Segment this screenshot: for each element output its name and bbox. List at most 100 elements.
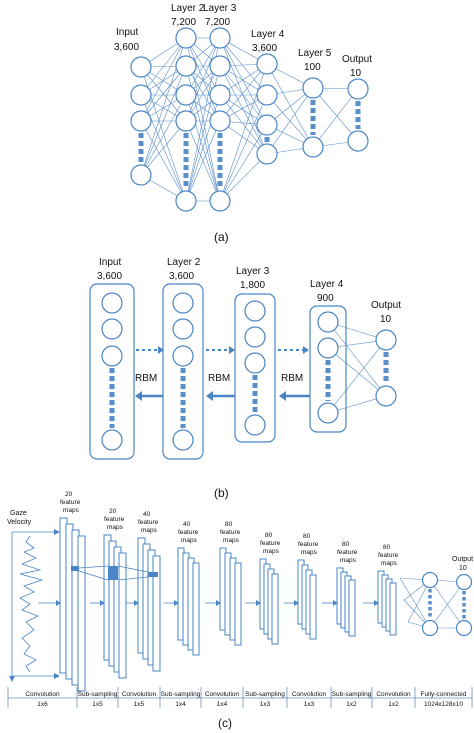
- feature-map-label: maps: [263, 548, 280, 555]
- panel-b-edge: [327, 347, 387, 397]
- feature-map-label: feature: [260, 540, 281, 547]
- panel-b-caption: (b): [214, 486, 229, 500]
- panel-a-edge: [185, 37, 221, 122]
- feature-map: [271, 573, 279, 645]
- panel-b-neuron: [101, 292, 123, 314]
- panel-a-neuron: [175, 84, 197, 106]
- panel-a-edge: [219, 37, 268, 96]
- feature-map-count: 20: [65, 491, 73, 498]
- panel-a-edge: [185, 65, 221, 122]
- panel-a-layer2-name: Layer 2: [171, 3, 205, 14]
- panel-b-edge: [327, 321, 387, 397]
- operation-name: Convolution: [205, 691, 240, 698]
- panel-a-neuron: [209, 84, 231, 106]
- panel-b-layer4-name: Layer 4: [310, 279, 344, 290]
- panel-a-edge: [266, 63, 314, 148]
- panel-a-layer3-name: Layer 3: [203, 3, 237, 14]
- panel-a-edge: [140, 66, 187, 122]
- feature-map-label: maps: [381, 560, 398, 567]
- rbm-label-3: RBM: [281, 373, 303, 384]
- arrowhead-right-icon: [54, 529, 60, 535]
- arrowhead-right-icon: [100, 600, 105, 606]
- panel-a-edge: [140, 37, 187, 96]
- fc-edge: [429, 579, 465, 629]
- operation-kernel-size: 1x3: [304, 701, 315, 708]
- operation-name: Sub-sampling: [332, 691, 372, 698]
- panel-b-neuron: [101, 429, 123, 451]
- feature-map: [192, 562, 200, 656]
- panel-a-edge: [312, 88, 359, 148]
- panel-a-edge: [219, 63, 268, 202]
- panel-b-neuron: [375, 385, 397, 407]
- panel-a-edge: [219, 37, 268, 155]
- feature-map-count: 40: [143, 511, 151, 518]
- operation-name: Sub-sampling: [78, 691, 118, 698]
- panel-b-neuron: [244, 300, 266, 322]
- feature-map: [389, 582, 397, 636]
- panel-b-layer3-name: Layer 3: [236, 266, 270, 277]
- panel-a-edge: [266, 87, 314, 155]
- feature-map-label: feature: [298, 541, 319, 548]
- panel-a-layer5-name: Layer 5: [298, 48, 332, 59]
- fc-neuron: [455, 573, 473, 591]
- feature-map-count: 80: [265, 532, 273, 539]
- panel-b-edge: [327, 339, 387, 414]
- feature-map-count: 20: [109, 508, 117, 515]
- arrowhead-right-icon: [303, 346, 309, 354]
- panel-a-layer2-size: 7,200: [171, 17, 196, 28]
- panel-a-edge: [140, 65, 187, 122]
- panel-a-neuron: [130, 56, 152, 78]
- panel-b-neuron: [375, 329, 397, 351]
- panel-a-neuron: [347, 78, 369, 100]
- panel-a-neuron: [175, 190, 197, 212]
- panel-a-neuron: [175, 55, 197, 77]
- panel-a-neuron: [256, 114, 278, 136]
- projection-line: [117, 565, 149, 573]
- feature-map-count: 80: [383, 544, 391, 551]
- output-label: Output: [452, 556, 473, 563]
- operation-name: Convolution: [25, 691, 60, 698]
- panel-a-edge: [219, 37, 268, 126]
- panel-a-edge: [219, 153, 268, 202]
- panel-a-neuron: [209, 27, 231, 49]
- panel-a-neurons: [130, 27, 369, 212]
- panel-b-layer2-name: Layer 2: [167, 257, 201, 268]
- panel-a-output-size: 10: [350, 68, 362, 79]
- panel-b-neurons: [101, 292, 397, 451]
- feature-map-label: feature: [178, 529, 199, 536]
- arrowhead-right-icon: [54, 673, 60, 679]
- panel-a-edge: [219, 94, 268, 202]
- panel-a-edge: [185, 37, 221, 96]
- panel-b-neuron: [244, 414, 266, 436]
- panel-a-edge: [185, 120, 221, 202]
- fc-edge: [399, 577, 431, 629]
- feature-map-label: feature: [378, 552, 399, 559]
- panel-b-neuron: [172, 318, 194, 340]
- feature-map-label: feature: [60, 499, 81, 506]
- panel-a-neuron: [209, 190, 231, 212]
- panel-a-neuron: [130, 110, 152, 132]
- panel-b-neuron: [172, 345, 194, 367]
- operation-kernel-size: 1x2: [388, 701, 399, 708]
- panel-a-edge: [140, 94, 187, 176]
- panel-a-layer5-size: 100: [304, 62, 321, 73]
- panel-b-neuron: [317, 337, 339, 359]
- arrowhead-right-icon: [333, 600, 338, 606]
- panel-b-output-name: Output: [371, 300, 401, 311]
- arrowhead-right-icon: [134, 600, 139, 606]
- panel-a-edge: [219, 63, 268, 122]
- fully-connected-output: [399, 571, 473, 637]
- feature-map-count: 80: [225, 521, 233, 528]
- feature-map-label: maps: [181, 537, 198, 544]
- panel-a-neuron: [130, 164, 152, 186]
- panel-a-neuron: [347, 130, 369, 152]
- panel-b-neuron: [317, 402, 339, 424]
- feature-map: [77, 535, 86, 692]
- arrowhead-right-icon: [216, 600, 221, 606]
- kernel-patch: [71, 566, 79, 571]
- panel-a-edge: [219, 65, 268, 126]
- panel-a-input-size: 3,600: [114, 42, 139, 53]
- panel-b-input-size: 3,600: [97, 271, 122, 282]
- panel-c-caption: (c): [218, 716, 232, 730]
